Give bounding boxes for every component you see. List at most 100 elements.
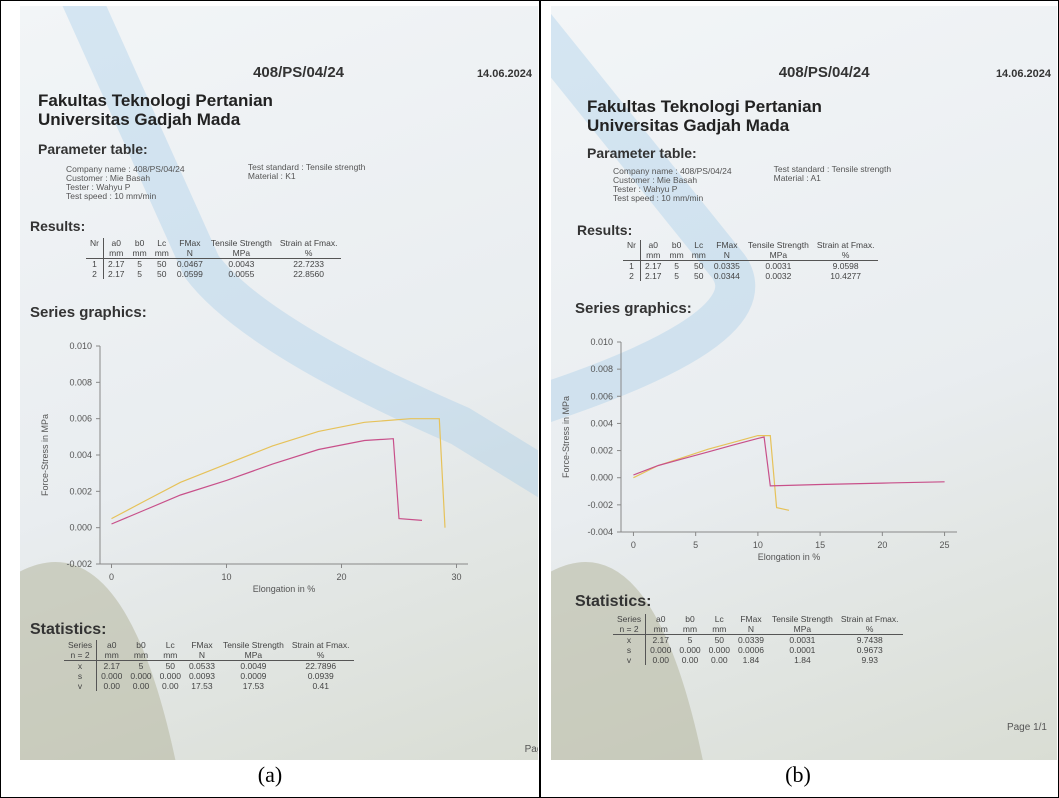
x-tick-label: 25 [940,540,950,550]
parameter: Test speed : 10 mm/min [613,193,703,203]
parameter: Material : A1 [774,173,821,183]
table-cell: 0.0001 [768,645,837,655]
column-unit: mm [103,248,128,259]
section-heading: Parameter table: [587,145,697,161]
table-cell: 2.17 [97,661,127,672]
x-tick-label: 0 [631,540,636,550]
table-cell: 22.7233 [276,259,342,270]
table-cell: 22.8560 [276,269,342,279]
column-header: a0 [97,640,127,650]
chart: -0.0020.0000.0020.0040.0060.0080.0100102… [20,336,538,616]
institution: Fakultas Teknologi Pertanian [38,91,273,111]
footer: Page [525,744,538,755]
table-cell: 2.17 [640,271,665,281]
table-cell: 0.0006 [734,645,768,655]
table-cell: 50 [156,661,185,672]
x-axis-label: Elongation in % [758,552,821,562]
column-header: a0 [103,238,128,248]
institution: Universitas Gadjah Mada [587,116,789,136]
table-cell: 0.0599 [173,269,207,279]
table-cell: 0.0533 [185,661,219,672]
date: 14.06.2024 [477,68,532,80]
table-cell: 50 [688,261,710,272]
table-cell: 5 [126,661,155,672]
column-header: Lc [688,240,710,250]
column-header: Strain at Fmax. [276,238,342,248]
table-cell: 0.0031 [744,261,813,272]
column-unit: MPa [219,650,288,661]
table-cell: 1 [86,259,103,270]
column-header: Strain at Fmax. [288,640,354,650]
column-header: FMax [173,238,207,248]
column-unit: mm [126,650,155,661]
table-cell: 0.000 [97,671,127,681]
column-unit: N [185,650,219,661]
table-cell: 0.0335 [710,261,744,272]
x-tick-label: 10 [221,572,231,582]
column-unit [623,250,640,261]
column-header: b0 [666,240,688,250]
table-cell: 0.000 [156,671,185,681]
column-unit: mm [151,248,173,259]
table-cell: v [64,681,97,691]
table-cell: 0.000 [705,645,734,655]
column-unit [86,248,103,259]
table-cell: 50 [688,271,710,281]
table-cell: s [613,645,646,655]
y-axis-label: Force-Stress in MPa [561,396,571,478]
column-unit: n = 2 [613,624,646,635]
column-header: FMax [185,640,219,650]
y-tick-label: 0.004 [69,450,92,460]
table-cell: 2 [86,269,103,279]
x-tick-label: 10 [753,540,763,550]
table-row: 22.175500.03440.003210.4277 [623,271,878,281]
table-cell: 0.0939 [288,671,354,681]
column-unit: MPa [744,250,813,261]
table-cell: x [64,661,97,672]
x-tick-label: 0 [109,572,114,582]
table-cell: 0.00 [675,655,704,665]
y-tick-label: 0.004 [590,418,613,428]
table-cell: 9.0598 [813,261,879,272]
column-header: Tensile Strength [219,640,288,650]
date: 14.06.2024 [996,68,1051,80]
chart: -0.004-0.0020.0000.0020.0040.0060.0080.0… [551,332,1057,612]
column-unit: mm [129,248,151,259]
column-unit: % [837,624,903,635]
y-tick-label: 0.002 [69,486,92,496]
column-header: Tensile Strength [207,238,276,248]
column-unit: N [173,248,207,259]
section-heading: Results: [30,218,85,234]
caption: (b) [758,762,838,788]
data-line [633,437,944,486]
table-cell: 0.0032 [744,271,813,281]
section-heading: Statistics: [575,593,651,611]
column-unit: mm [705,624,734,635]
column-header: b0 [126,640,155,650]
section-heading: Parameter table: [38,141,148,157]
section-heading: Series graphics: [30,304,147,321]
data-line [112,419,446,528]
section-heading: Series graphics: [575,300,692,317]
table-cell: v [613,655,646,665]
column-header: b0 [675,614,704,624]
table-cell: s [64,671,97,681]
column-unit: mm [156,650,185,661]
table-cell: 17.53 [185,681,219,691]
column-unit: mm [675,624,704,635]
column-header: FMax [710,240,744,250]
column-header: a0 [646,614,676,624]
doc-number: 408/PS/04/24 [253,64,344,81]
table-cell: 1 [623,261,640,272]
table-cell: 0.0467 [173,259,207,270]
x-tick-label: 30 [451,572,461,582]
footer: Page 1/1 [1007,722,1047,733]
table-cell: 0.00 [97,681,127,691]
header-row: Nra0b0LcFMaxTensile StrengthStrain at Fm… [623,240,878,250]
